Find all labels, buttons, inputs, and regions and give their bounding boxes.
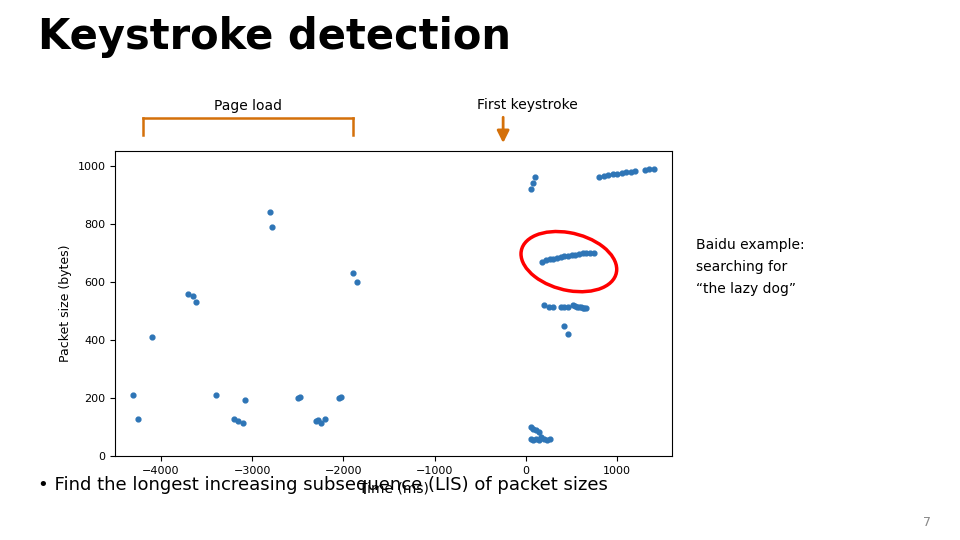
Point bbox=[545, 254, 561, 263]
Point bbox=[553, 253, 568, 261]
Point bbox=[310, 416, 325, 424]
Point bbox=[582, 248, 597, 257]
Point bbox=[131, 414, 146, 423]
Point bbox=[528, 426, 543, 435]
Point bbox=[144, 333, 159, 341]
Point bbox=[523, 423, 539, 431]
Text: • Find the longest increasing subsequence (LIS) of packet sizes: • Find the longest increasing subsequenc… bbox=[38, 476, 609, 494]
Point bbox=[646, 164, 661, 173]
Point bbox=[573, 303, 588, 312]
Text: Keystroke detection: Keystroke detection bbox=[38, 16, 512, 58]
Point bbox=[541, 302, 557, 311]
Y-axis label: Packet size (bytes): Packet size (bytes) bbox=[59, 245, 72, 362]
Point bbox=[523, 435, 539, 443]
Point bbox=[549, 254, 564, 262]
Point bbox=[557, 252, 572, 261]
Point bbox=[564, 251, 579, 260]
Point bbox=[623, 167, 638, 176]
Text: Baidu example:
searching for
“the lazy dog”: Baidu example: searching for “the lazy d… bbox=[696, 239, 804, 296]
Point bbox=[636, 166, 652, 174]
Point bbox=[126, 391, 141, 400]
Point bbox=[557, 321, 572, 330]
Point bbox=[586, 248, 601, 257]
Point bbox=[561, 252, 576, 260]
Point bbox=[579, 248, 594, 257]
Point bbox=[575, 249, 590, 258]
Point bbox=[292, 393, 307, 401]
Point bbox=[540, 436, 555, 444]
Point bbox=[230, 417, 246, 426]
Point bbox=[567, 301, 583, 310]
Point bbox=[535, 257, 550, 266]
Point bbox=[577, 304, 592, 313]
Point bbox=[331, 394, 347, 402]
Point bbox=[641, 165, 657, 173]
Point bbox=[614, 168, 630, 177]
X-axis label: Time (ms): Time (ms) bbox=[359, 482, 428, 496]
Point bbox=[628, 167, 643, 176]
Point bbox=[318, 414, 333, 423]
Point bbox=[345, 269, 360, 278]
Point bbox=[571, 302, 587, 311]
Point bbox=[263, 208, 278, 217]
Point bbox=[313, 418, 328, 427]
Point bbox=[265, 222, 280, 231]
Point bbox=[525, 436, 540, 444]
Point bbox=[605, 170, 620, 179]
Point bbox=[553, 302, 568, 311]
Text: Page load: Page load bbox=[213, 99, 281, 113]
Point bbox=[591, 173, 607, 181]
Text: 7: 7 bbox=[924, 516, 931, 529]
Point bbox=[531, 436, 546, 444]
Point bbox=[333, 393, 348, 401]
Point bbox=[523, 185, 539, 193]
Point bbox=[579, 304, 594, 313]
Point bbox=[185, 292, 201, 301]
Point bbox=[525, 179, 540, 187]
Point bbox=[290, 394, 305, 402]
Point bbox=[618, 168, 634, 177]
Point bbox=[534, 433, 549, 442]
Point bbox=[188, 298, 204, 307]
Point bbox=[349, 278, 365, 286]
Point bbox=[596, 172, 612, 180]
Point bbox=[545, 302, 561, 311]
Point bbox=[567, 251, 583, 259]
Point bbox=[537, 435, 552, 443]
Point bbox=[528, 435, 543, 443]
Point bbox=[235, 418, 251, 427]
Point bbox=[610, 170, 625, 178]
Point bbox=[600, 171, 615, 179]
Point bbox=[542, 255, 558, 264]
Point bbox=[527, 173, 542, 181]
Point bbox=[539, 256, 554, 265]
Point bbox=[542, 435, 558, 443]
Point bbox=[180, 289, 196, 298]
Point bbox=[571, 249, 587, 258]
Point bbox=[561, 330, 576, 339]
Point bbox=[575, 303, 590, 312]
Point bbox=[557, 302, 572, 311]
Point bbox=[237, 395, 252, 404]
Point bbox=[308, 417, 324, 426]
Point bbox=[525, 424, 540, 433]
Point bbox=[569, 302, 585, 311]
Point bbox=[565, 301, 581, 309]
Point bbox=[531, 427, 546, 436]
Text: First keystroke: First keystroke bbox=[477, 98, 578, 112]
Point bbox=[208, 391, 224, 400]
Point bbox=[537, 301, 552, 309]
Point bbox=[227, 414, 242, 423]
Point bbox=[561, 302, 576, 311]
